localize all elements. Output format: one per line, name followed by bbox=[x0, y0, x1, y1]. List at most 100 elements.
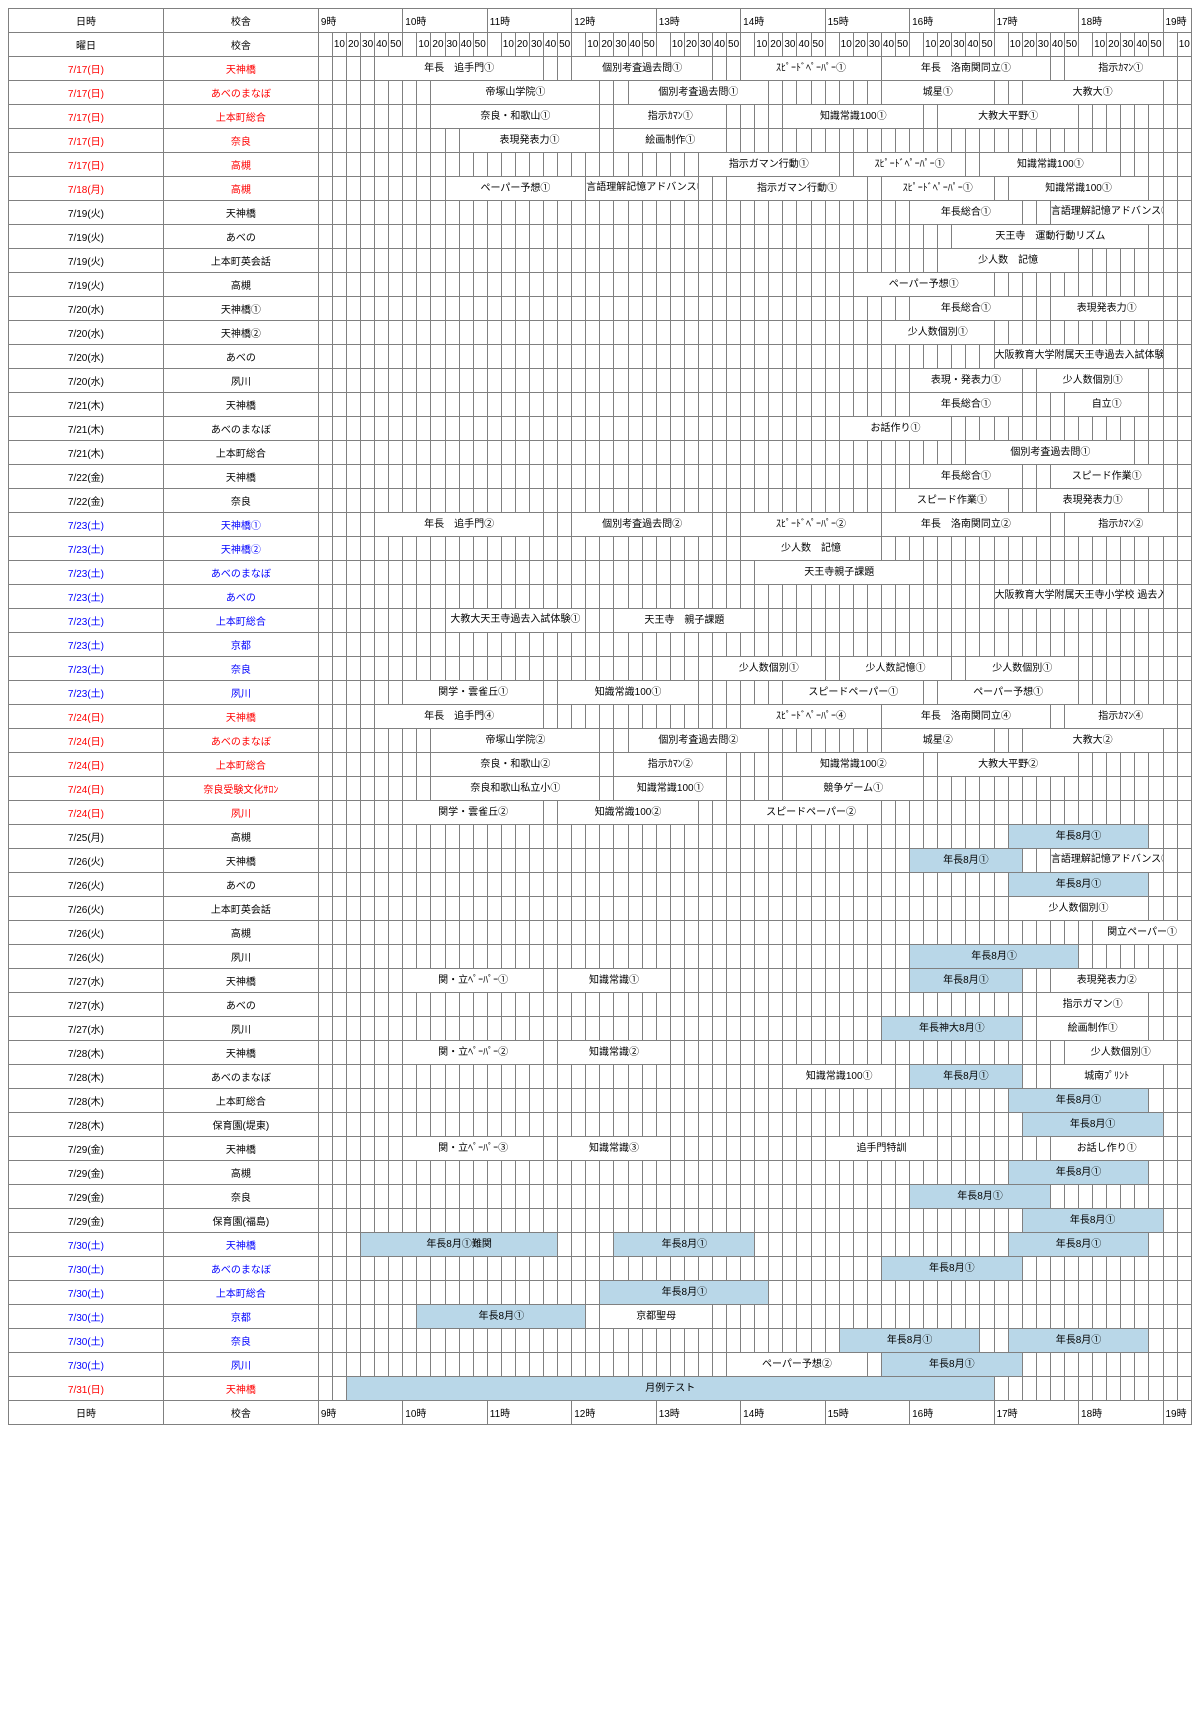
spacer bbox=[332, 969, 346, 993]
spacer bbox=[529, 297, 543, 321]
spacer bbox=[698, 561, 712, 585]
spacer bbox=[558, 849, 572, 873]
spacer bbox=[910, 225, 924, 249]
spacer bbox=[684, 1137, 698, 1161]
spacer bbox=[445, 921, 459, 945]
spacer bbox=[1107, 249, 1121, 273]
spacer bbox=[318, 777, 332, 801]
event-cell: 天王寺親子課題 bbox=[755, 561, 924, 585]
spacer bbox=[346, 81, 360, 105]
spacer bbox=[361, 441, 375, 465]
spacer bbox=[755, 201, 769, 225]
spacer bbox=[586, 345, 600, 369]
spacer bbox=[600, 921, 614, 945]
spacer bbox=[375, 273, 389, 297]
minute-blank bbox=[910, 33, 924, 57]
spacer bbox=[924, 1233, 938, 1257]
date-cell: 7/20(水) bbox=[9, 297, 164, 321]
spacer bbox=[1163, 1209, 1177, 1233]
spacer bbox=[346, 345, 360, 369]
spacer bbox=[1064, 537, 1078, 561]
spacer bbox=[375, 1161, 389, 1185]
event-cell: 年長8月① bbox=[910, 1065, 1023, 1089]
spacer bbox=[881, 1113, 895, 1137]
hour-header: 18時 bbox=[1079, 1401, 1163, 1425]
spacer bbox=[966, 1281, 980, 1305]
spacer bbox=[515, 1257, 529, 1281]
spacer bbox=[825, 1233, 839, 1257]
spacer bbox=[741, 681, 755, 705]
spacer bbox=[332, 1017, 346, 1041]
spacer bbox=[797, 849, 811, 873]
event-cell: 自立① bbox=[1064, 393, 1148, 417]
spacer bbox=[417, 297, 431, 321]
spacer bbox=[318, 417, 332, 441]
spacer bbox=[431, 825, 445, 849]
spacer bbox=[487, 201, 501, 225]
spacer bbox=[558, 1353, 572, 1377]
spacer bbox=[896, 465, 910, 489]
spacer bbox=[1135, 609, 1149, 633]
spacer bbox=[586, 201, 600, 225]
spacer bbox=[755, 369, 769, 393]
spacer bbox=[361, 105, 375, 129]
event-cell: 城南ﾌﾟﾘﾝﾄ bbox=[1050, 1065, 1163, 1089]
spacer bbox=[825, 633, 839, 657]
spacer bbox=[1008, 321, 1022, 345]
spacer bbox=[515, 897, 529, 921]
school-cell: あべのまなぼ bbox=[163, 561, 318, 585]
spacer bbox=[431, 585, 445, 609]
spacer bbox=[670, 417, 684, 441]
spacer bbox=[572, 201, 586, 225]
spacer bbox=[783, 393, 797, 417]
event-cell: お話し作り① bbox=[1050, 1137, 1163, 1161]
spacer bbox=[1064, 561, 1078, 585]
spacer bbox=[417, 633, 431, 657]
spacer bbox=[346, 561, 360, 585]
event-cell: 指示ｶﾏﾝ② bbox=[614, 753, 727, 777]
date-cell: 7/26(火) bbox=[9, 945, 164, 969]
spacer bbox=[670, 1017, 684, 1041]
spacer bbox=[318, 1209, 332, 1233]
minute-tick: 30 bbox=[361, 33, 375, 57]
spacer bbox=[403, 1353, 417, 1377]
date-cell: 7/22(金) bbox=[9, 465, 164, 489]
spacer bbox=[417, 129, 431, 153]
spacer bbox=[445, 873, 459, 897]
spacer bbox=[1036, 1257, 1050, 1281]
spacer bbox=[966, 537, 980, 561]
spacer bbox=[1149, 1377, 1163, 1401]
spacer bbox=[769, 465, 783, 489]
spacer bbox=[811, 969, 825, 993]
spacer bbox=[346, 681, 360, 705]
spacer bbox=[529, 273, 543, 297]
minute-tick: 40 bbox=[713, 33, 727, 57]
spacer bbox=[361, 1281, 375, 1305]
spacer bbox=[867, 441, 881, 465]
spacer bbox=[1177, 1017, 1191, 1041]
spacer bbox=[558, 297, 572, 321]
event-cell: 年長総合① bbox=[910, 297, 1023, 321]
spacer bbox=[938, 921, 952, 945]
spacer bbox=[473, 873, 487, 897]
spacer bbox=[431, 1065, 445, 1089]
spacer bbox=[1163, 993, 1177, 1017]
spacer bbox=[783, 849, 797, 873]
spacer bbox=[839, 249, 853, 273]
spacer bbox=[529, 1089, 543, 1113]
spacer bbox=[572, 1257, 586, 1281]
spacer bbox=[952, 921, 966, 945]
spacer bbox=[642, 297, 656, 321]
spacer bbox=[713, 57, 727, 81]
spacer bbox=[1022, 801, 1036, 825]
spacer bbox=[361, 465, 375, 489]
spacer bbox=[1163, 873, 1177, 897]
spacer bbox=[980, 873, 994, 897]
spacer bbox=[769, 873, 783, 897]
spacer bbox=[811, 249, 825, 273]
spacer bbox=[713, 321, 727, 345]
spacer bbox=[1036, 297, 1050, 321]
spacer bbox=[642, 393, 656, 417]
spacer bbox=[980, 561, 994, 585]
spacer bbox=[389, 345, 403, 369]
